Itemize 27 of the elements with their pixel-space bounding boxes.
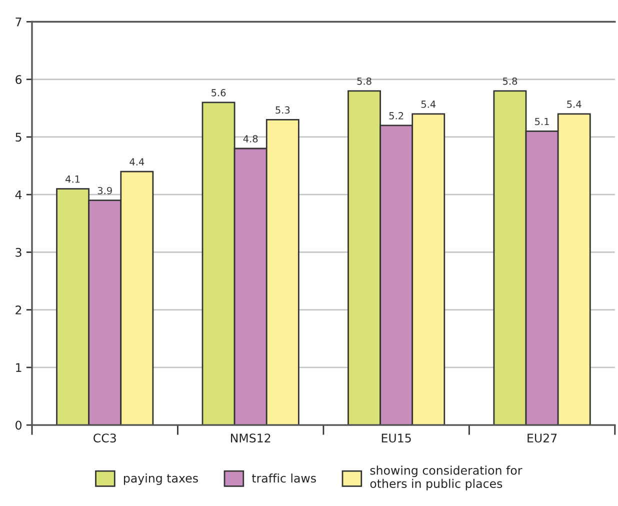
x-tick-label: NMS12 [230,434,270,443]
data-label: 4.4 [130,158,144,166]
legend-label: showing consideration for others in public places [370,466,522,490]
data-label: 4.1 [66,176,80,183]
x-tick-label: EU27 [528,434,557,443]
y-tick-label: 5 [16,132,22,142]
y-tick-label: 7 [16,18,22,26]
data-label: 5.2 [389,112,404,120]
data-label: 5.8 [357,77,372,85]
y-tick-label: 1 [16,363,22,372]
data-label: 5.6 [212,89,226,96]
y-tick-label: 2 [16,306,22,314]
legend-label: traffic laws [252,474,316,483]
data-label: 3.9 [98,186,112,194]
x-tick-label: CC3 [94,434,116,443]
data-label: 4.8 [243,135,258,142]
x-tick-label: EU15 [382,434,411,443]
legend-label: paying taxes [124,474,198,485]
y-tick-label: 0 [16,420,22,430]
data-label: 5.3 [276,106,290,114]
data-label: 5.8 [503,77,518,85]
y-tick-label: 6 [16,75,22,84]
y-tick-label: 3 [16,248,22,257]
data-label: 5.1 [535,118,549,126]
data-label: 5.4 [567,100,582,108]
y-tick-label: 4 [15,190,22,200]
data-label: 5.4 [421,100,436,108]
